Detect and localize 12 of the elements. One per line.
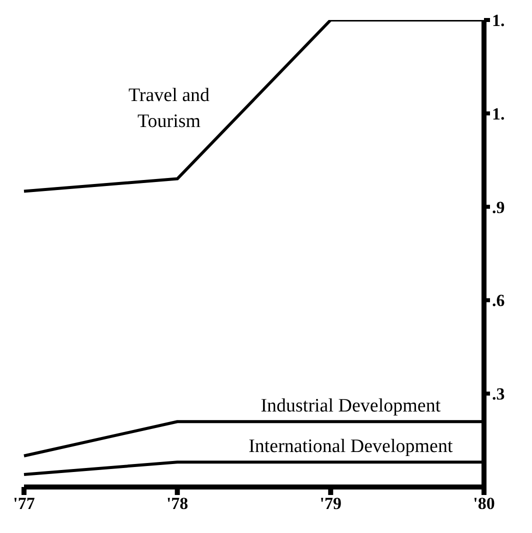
y-tick-label: .3 [492, 384, 505, 404]
y-tick-label: 1. [492, 11, 505, 30]
y-tick-label: .6 [492, 291, 505, 310]
y-tick-label: .9 [492, 198, 505, 217]
x-tick-label: '78 [166, 494, 188, 514]
series-label: International Development [248, 436, 454, 458]
x-tick-label: '80 [473, 494, 495, 514]
series-label: Industrial Development [260, 396, 442, 417]
series-label: Travel and Tourism [128, 85, 210, 132]
y-tick-label: 1. [492, 104, 505, 124]
x-tick-label: '79 [320, 494, 342, 514]
x-tick-label: '77 [13, 494, 36, 514]
